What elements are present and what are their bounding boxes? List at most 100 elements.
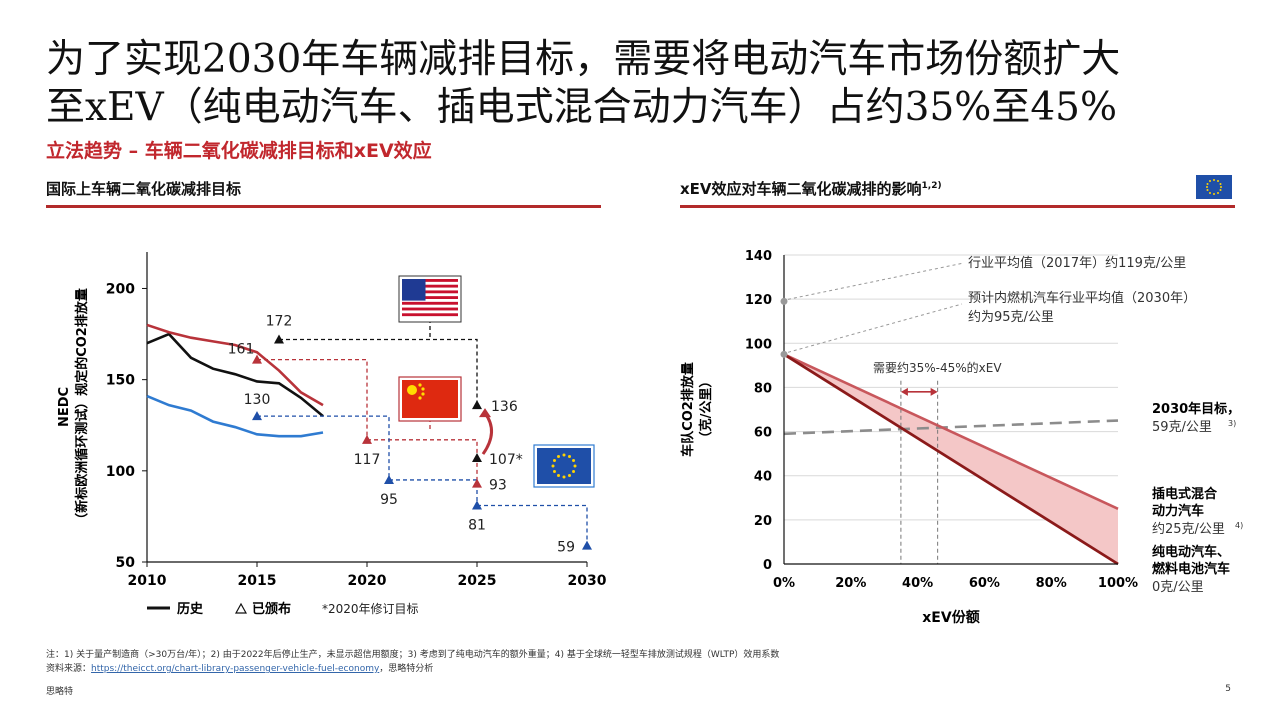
y-tick-label: 80 [754,381,772,396]
us-flag-stripe [402,296,458,299]
left-chart-legend: 历史 已颁布 *2020年修订目标 [147,601,419,617]
target-marker [362,434,372,444]
eu-flag-field [537,448,591,484]
target-label: 130 [244,392,271,408]
left-ylabel-line2: （新标欧洲循环测试）规定的CO2排放量 [74,288,90,526]
left-chart: NEDC （新标欧洲循环测试）规定的CO2排放量 50 100 150 200 2010… [57,252,607,617]
y-tick-label: 100 [745,337,772,352]
eu-connector [257,415,390,480]
y-tick-label: 140 [745,249,772,264]
phev-annotation-sup: 4) [1235,521,1243,530]
target-annotation-sup: 3) [1228,419,1236,428]
target-marker [274,334,284,344]
reference-point-2030 [780,350,788,358]
x-tick-label: 2010 [128,573,167,589]
china-connector [367,439,478,484]
bev-annotation-line1: 纯电动汽车、 [1152,544,1230,560]
y-tick-label: 50 [116,555,136,571]
y-tick-label: 200 [106,281,135,297]
x-tick-label: 20% [835,576,866,591]
legend-enacted-swatch [234,602,248,614]
target-marker [472,453,482,463]
eu-flag-star [552,459,556,462]
legend-enacted-label: 已颁布 [252,601,291,617]
left-panel-title: 国际上车辆二氧化碳减排目标 [46,180,242,198]
target-marker [472,478,482,488]
phev-annotation-line1: 插电式混合 [1152,486,1218,502]
eu-flag-star [573,464,577,468]
legend-history-label: 历史 [177,601,204,617]
left-ylabel-line1: NEDC [57,387,72,427]
page-title: 为了实现2030年车辆减排目标，需要将电动汽车市场份额扩大 至xEV（纯电动汽车… [46,36,1246,132]
source-suffix: ，思略特分析 [379,664,434,674]
eu-flag-star [562,475,566,479]
target-marker [384,474,394,484]
right-chart: 车队CO2排放量 （克/公里） 0 20 40 60 80 100 120 140 0% 20% 4… [680,249,1243,626]
right-ylabel-line1: 车队CO2排放量 [680,362,696,457]
china-flag-small-star [421,387,425,391]
left-chart-y-axis-label: NEDC （新标欧洲循环测试）规定的CO2排放量 [57,288,90,526]
x-tick-label: 2030 [568,573,607,589]
y-tick-label: 120 [745,293,772,308]
phev-annotation-value: 约25克/公里 [1152,522,1225,537]
china-flag-small-star [421,392,425,396]
right-chart-x-ticks: 0% 20% 40% 60% 80% 100% [773,576,1138,591]
eu-connector [389,479,478,506]
left-chart-y-ticks: 50 100 150 200 [106,281,147,571]
legend-revised-note: *2020年修订目标 [322,601,419,616]
target-annotation-value: 59克/公里 [1152,420,1212,435]
us-flag-stripe [402,313,458,317]
right-chart-y-axis-label: 车队CO2排放量 （克/公里） [680,362,714,457]
line-historical-black [146,332,324,418]
us-flag-stripe [402,307,458,311]
revision-arrow-head [479,408,491,418]
left-chart-x-ticks: 2010 2015 2020 2025 2030 [128,562,607,589]
line-historical-blue [146,394,324,438]
x-tick-label: 2025 [458,573,497,589]
us-flag-canton [402,279,426,301]
target-label: 161 [228,342,255,358]
title-line-2: 至xEV（纯电动汽车、插电式混合动力汽车）占约35%至45% [46,85,1117,130]
right-chart-y-ticks: 0 20 40 60 80 100 120 140 [745,249,772,573]
eu-flag-star [568,454,571,458]
target-annotation-title: 2030年目标， [1152,401,1240,417]
y-tick-label: 40 [754,470,772,485]
right-ylabel-line2: （克/公里） [698,375,714,445]
target-label: 93 [489,478,507,494]
reference-label-2030-line2: 约为95克/公里 [968,310,1054,325]
china-flag-small-star [418,383,422,387]
x-tick-label: 2015 [238,573,277,589]
china-connector [257,358,368,440]
y-tick-label: 20 [754,514,772,529]
us-connector [279,338,478,406]
phev-annotation-line2: 动力汽车 [1152,503,1204,519]
line-bev [783,353,1119,566]
reference-leader-2030 [787,303,963,353]
reference-label-2017: 行业平均值（2017年）约119克/公里 [968,255,1186,271]
line-phev [783,353,1119,511]
eu-flag-star [557,474,560,478]
eu-flag-star [562,453,566,457]
x-tick-label: 100% [1098,576,1138,591]
target-marker [472,500,482,510]
reference-point-2017 [780,297,788,305]
x-tick-label: 60% [969,576,1000,591]
y-tick-label: 0 [763,558,772,573]
us-flag-stripe [402,301,458,305]
line-historical-red [146,323,324,407]
page-subtitle: 立法趋势 – 车辆二氧化碳减排目标和xEV效应 [46,140,432,162]
bev-annotation-value: 0克/公里 [1152,580,1204,595]
footnote: 注：1) 关于量产制造商（>30万台/年）；2) 由于2022年后停止生产，未显… [46,650,780,660]
source-line: 资料来源：https://theicct.org/chart-library-p… [46,661,433,674]
eu-flag-star [568,474,571,478]
target-marker [472,400,482,410]
range-arrow-head-right [930,387,938,396]
target-label: 107* [489,452,523,468]
eu-flag-star [572,470,576,473]
source-prefix: 资料来源： [46,664,92,674]
y-tick-label: 60 [754,426,772,441]
us-flag-stripe [402,284,458,288]
source-link[interactable]: https://theicct.org/chart-library-passen… [91,664,380,674]
bev-annotation-line2: 燃料电池汽车 [1152,561,1230,577]
